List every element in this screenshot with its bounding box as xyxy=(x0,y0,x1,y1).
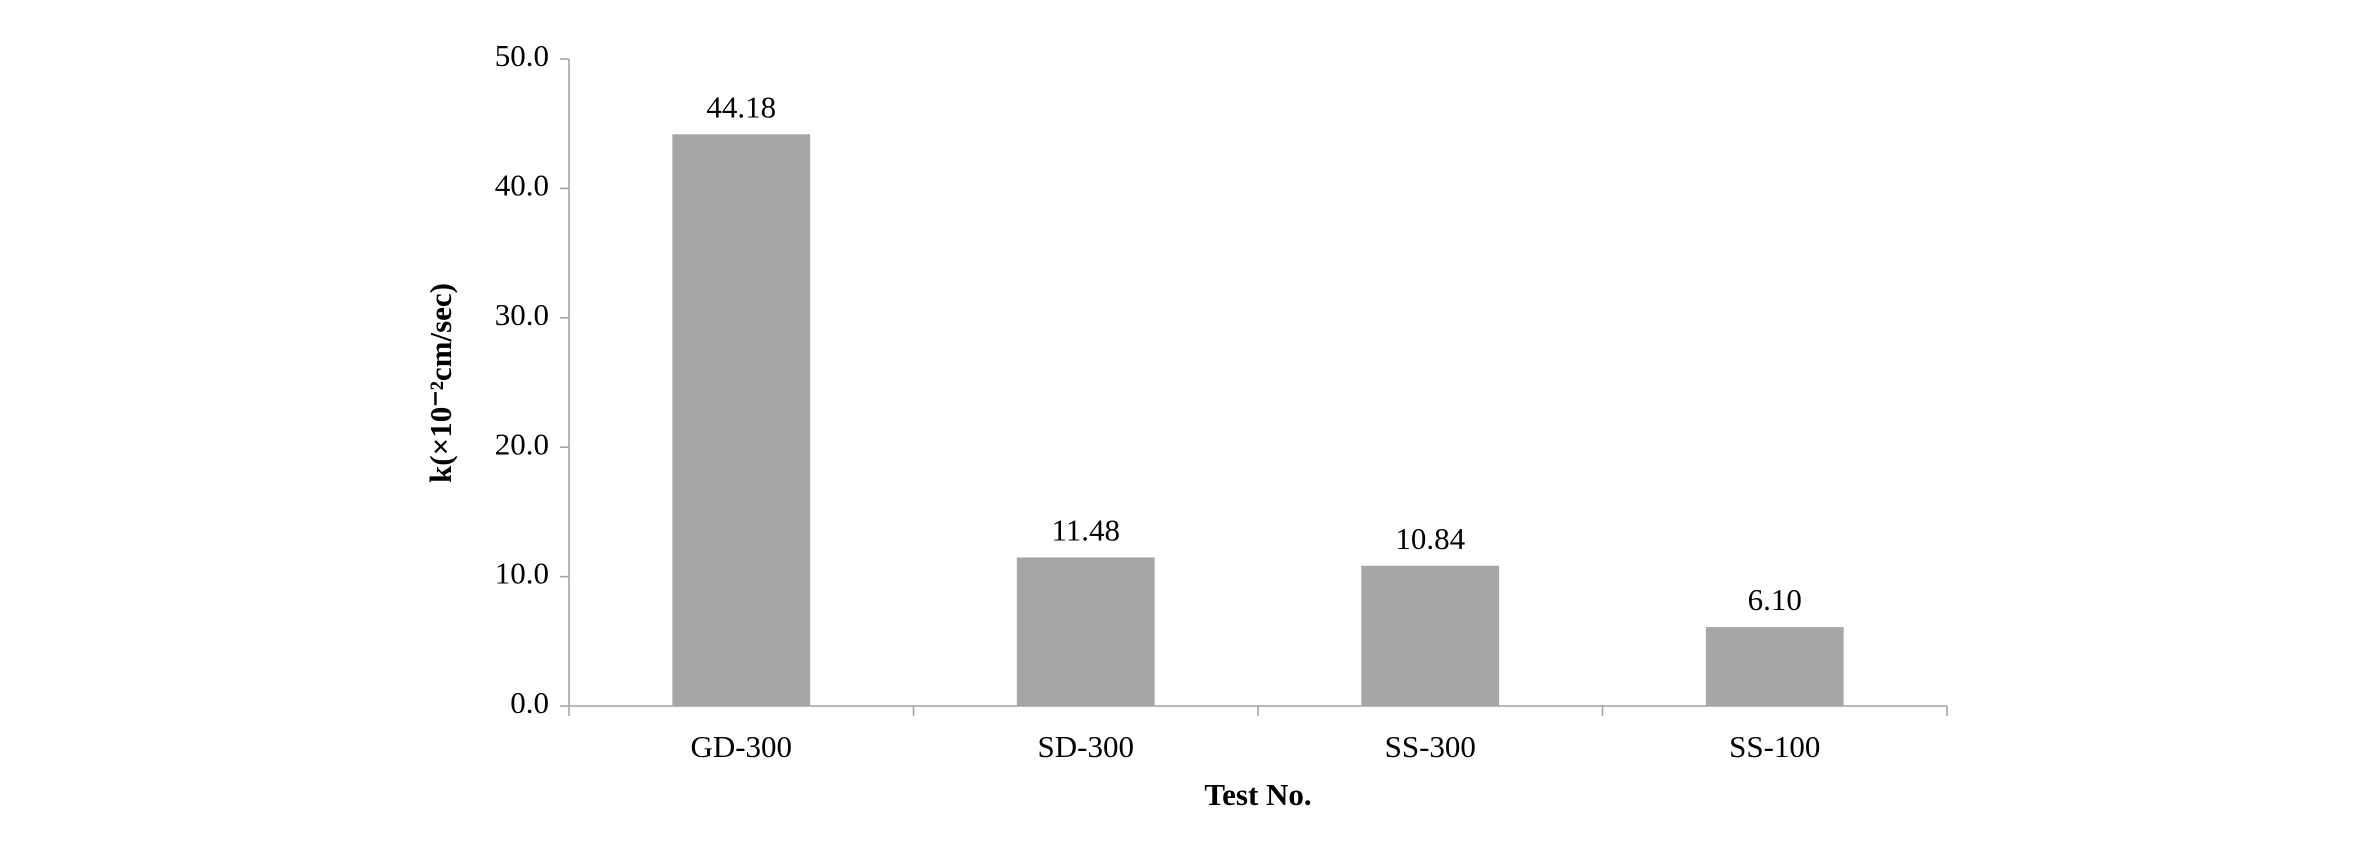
data-label: 10.84 xyxy=(1395,521,1465,556)
bar xyxy=(1705,627,1844,706)
bar xyxy=(1361,565,1500,706)
y-tick-label: 50.0 xyxy=(495,38,549,73)
x-tick-label: SS-300 xyxy=(1385,729,1476,764)
y-axis-title: k(×10⁻²cm/sec) xyxy=(423,283,458,483)
y-tick-label: 10.0 xyxy=(495,556,549,591)
x-tick-label: SD-300 xyxy=(1038,729,1134,764)
bar xyxy=(672,134,811,707)
data-label: 6.10 xyxy=(1748,582,1802,617)
y-tick-label: 40.0 xyxy=(495,168,549,203)
data-label: 11.48 xyxy=(1051,513,1120,548)
y-tick-label: 20.0 xyxy=(495,426,549,461)
x-tick-label: SS-100 xyxy=(1729,729,1820,764)
y-tick-label: 0.0 xyxy=(510,685,549,720)
y-tick-label: 30.0 xyxy=(495,297,549,332)
x-tick-label: GD-300 xyxy=(690,729,792,764)
x-axis-title: Test No. xyxy=(1204,777,1311,812)
data-label: 44.18 xyxy=(706,89,776,124)
bar xyxy=(1016,557,1155,706)
